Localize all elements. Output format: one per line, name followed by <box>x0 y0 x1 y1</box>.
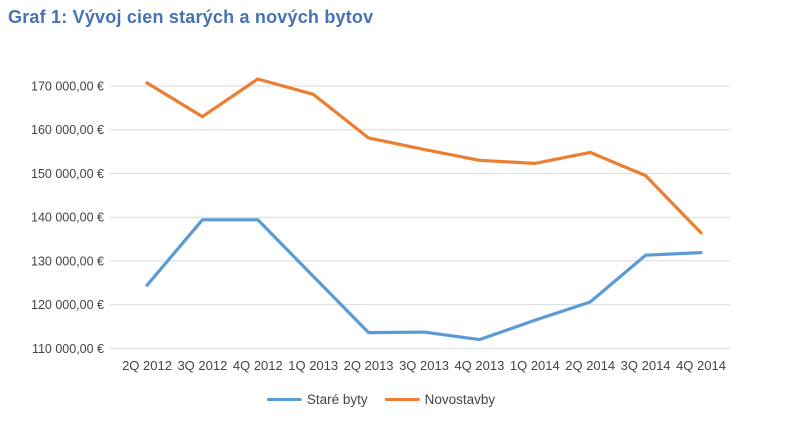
stare-byty-line <box>145 218 703 342</box>
novostavby-line-swatch <box>384 397 420 402</box>
legend-item-stare-byty: Staré byty <box>266 392 368 407</box>
y-axis-tick-label: 140 000,00 € <box>31 211 104 225</box>
x-axis-tick-label: 3Q 2012 <box>177 358 227 373</box>
x-axis-tick-label: 3Q 2013 <box>399 358 449 373</box>
stare-byty-line-swatch <box>266 397 302 402</box>
x-axis-tick-label: 1Q 2013 <box>288 358 338 373</box>
x-axis-tick-label: 1Q 2014 <box>510 358 560 373</box>
novostavby-line <box>145 77 703 235</box>
y-axis-tick-label: 120 000,00 € <box>31 298 104 312</box>
x-axis-tick-label: 3Q 2014 <box>621 358 671 373</box>
legend-label-novostavby: Novostavby <box>424 392 496 407</box>
x-axis-tick-label: 4Q 2013 <box>454 358 504 373</box>
y-axis-tick-label: 110 000,00 € <box>32 342 104 356</box>
x-axis-tick-label: 2Q 2012 <box>122 358 172 373</box>
y-axis-tick-label: 150 000,00 € <box>31 167 104 181</box>
x-axis-tick-label: 4Q 2014 <box>676 358 726 373</box>
line-chart-svg: 110 000,00 € 120 000,00 € 130 000,00 € 140 … <box>31 77 730 373</box>
chart-title: Graf 1: Vývoj cien starých a nových byto… <box>8 7 374 27</box>
x-axis-tick-label: 2Q 2014 <box>565 358 615 373</box>
x-axis-tick-label: 2Q 2013 <box>344 358 394 373</box>
legend-label-stare-byty: Staré byty <box>306 392 368 407</box>
legend: Staré byty Novostavby <box>266 392 496 407</box>
legend-item-novostavby: Novostavby <box>384 392 496 407</box>
x-axis-tick-label: 4Q 2012 <box>233 358 283 373</box>
y-axis-tick-label: 170 000,00 € <box>31 80 104 94</box>
y-axis-tick-label: 130 000,00 € <box>31 254 104 268</box>
y-axis-tick-label: 160 000,00 € <box>31 123 104 137</box>
